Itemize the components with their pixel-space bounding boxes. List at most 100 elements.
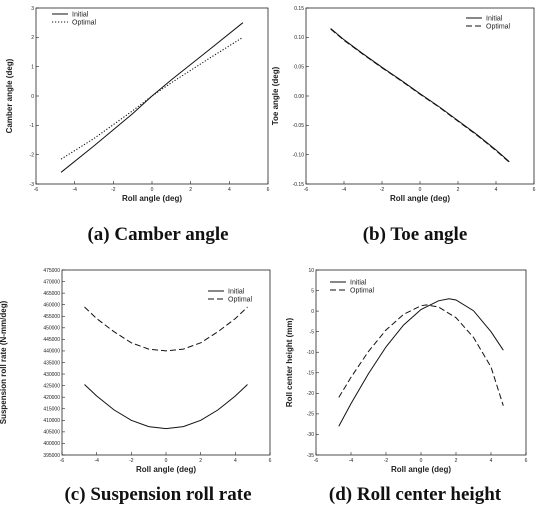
chart-a-y-tick-label: 3	[31, 6, 34, 12]
chart-c-y-tick-label: 435000	[43, 360, 60, 366]
chart-b-x-tick-label: 4	[495, 187, 498, 193]
chart-b-y-tick-label: -0.10	[293, 152, 305, 158]
chart-b-x-tick-label: -2	[380, 187, 385, 193]
chart-c-y-tick-label: 455000	[43, 314, 60, 320]
chart-d-series-initial-line	[338, 298, 504, 427]
chart-c-y-tick-label: 395000	[43, 453, 60, 459]
chart-c-y-tick-label: 440000	[43, 349, 60, 355]
chart-c-y-tick-label: 415000	[43, 407, 60, 413]
chart-c-x-tick-label: 2	[199, 458, 202, 464]
chart-b-y-tick-label: -0.15	[293, 182, 305, 188]
chart-d-y-tick-label: -25	[307, 412, 314, 418]
chart-a-x-tick-label: -4	[72, 187, 77, 193]
chart-a-y-tick-label: 0	[31, 94, 34, 100]
chart-d-series-optimal-line	[338, 304, 504, 406]
chart-d-x-axis-label: Roll angle (deg)	[391, 465, 451, 474]
chart-c-y-tick-label: 405000	[43, 430, 60, 436]
caption-a: (a) Camber angle	[87, 224, 229, 245]
chart-b-legend-label-initial: Initial	[486, 15, 503, 22]
chart-b-x-tick-label: -6	[304, 187, 309, 193]
caption-c: (c) Suspension roll rate	[64, 484, 252, 505]
chart-d-x-tick-label: 4	[490, 458, 493, 464]
caption-d: (d) Roll center height	[328, 484, 502, 505]
chart-d-y-tick-label: 10	[308, 268, 314, 274]
chart-a: -6 -4 -2 0 2 4 6 -3 -2 -1 0 1 2 3 Roll angle (deg) Camb…	[5, 6, 270, 203]
chart-c-x-tick-label: 4	[234, 458, 237, 464]
chart-d-x-tick-label: -2	[384, 458, 389, 464]
chart-a-y-axis-label: Camber angle (deg)	[5, 58, 14, 133]
chart-b-x-tick-label: -4	[342, 187, 347, 193]
chart-b: -6 -4 -2 0 2 4 6 -0.15 -0.10 -0.05 0.00 0.05 0.10 0.1…	[271, 6, 536, 203]
chart-c-y-tick-label: 465000	[43, 291, 60, 297]
chart-c-y-tick-label: 400000	[43, 441, 60, 447]
chart-a-y-tick-label: -2	[30, 152, 35, 158]
chart-a-x-tick-label: -6	[34, 187, 39, 193]
chart-d-x-tick-label: -4	[349, 458, 354, 464]
chart-a-x-tick-label: 6	[267, 187, 270, 193]
chart-b-y-tick-label: 0.05	[294, 64, 304, 70]
chart-d-x-tick-label: -6	[314, 458, 319, 464]
chart-c-y-tick-label: 460000	[43, 302, 60, 308]
chart-b-y-tick-label: 0.15	[294, 6, 304, 12]
chart-a-series-optimal-line	[60, 36, 244, 160]
chart-d-y-tick-label: -20	[307, 391, 314, 397]
chart-c-x-tick-label: 6	[269, 458, 272, 464]
chart-c-series-initial-line	[84, 384, 248, 430]
chart-d-y-tick-label: -15	[307, 371, 314, 377]
chart-c-y-tick-label: 430000	[43, 372, 60, 378]
chart-d-y-axis-label: Roll center height (mm)	[285, 317, 294, 407]
chart-c-y-tick-label: 450000	[43, 326, 60, 332]
chart-a-x-tick-label: 2	[189, 187, 192, 193]
chart-b-x-tick-label: 0	[419, 187, 422, 193]
chart-c-y-tick-label: 475000	[43, 268, 60, 274]
chart-d-x-tick-label: 0	[420, 458, 423, 464]
chart-c-x-tick-label: -2	[129, 458, 134, 464]
chart-b-x-tick-label: 6	[533, 187, 536, 193]
chart-b-legend-label-optimal: Optimal	[486, 23, 511, 30]
chart-b-plot-frame	[305, 7, 535, 185]
chart-d-legend-label-optimal: Optimal	[350, 287, 375, 294]
chart-c-series-optimal-line	[84, 306, 248, 352]
chart-c-x-tick-label: -6	[60, 458, 65, 464]
chart-d-plot-frame	[315, 269, 527, 456]
chart-a-y-tick-label: 2	[31, 35, 34, 41]
chart-c-y-tick-label: 470000	[43, 279, 60, 285]
chart-c-legend-label-initial: Initial	[228, 288, 245, 295]
chart-a-x-tick-label: 0	[151, 187, 154, 193]
chart-a-series-initial-line	[60, 22, 244, 173]
chart-b-series-optimal-line	[330, 28, 510, 163]
chart-c-legend-label-optimal: Optimal	[228, 296, 253, 303]
chart-d-y-tick-label: -10	[307, 350, 314, 356]
chart-a-x-tick-label: 4	[228, 187, 231, 193]
chart-c-y-tick-label: 410000	[43, 418, 60, 424]
chart-a-legend-label-initial: Initial	[72, 11, 89, 18]
chart-c-x-tick-label: -4	[94, 458, 99, 464]
chart-c-x-tick-label: 0	[165, 458, 168, 464]
chart-d-x-tick-label: 2	[455, 458, 458, 464]
chart-b-y-tick-label: 0.10	[294, 35, 304, 41]
chart-d-x-tick-label: 6	[525, 458, 528, 464]
chart-c-y-tick-label: 420000	[43, 395, 60, 401]
chart-c-y-axis-label: Suspension roll rate (N-mm/deg)	[0, 300, 8, 424]
chart-d-legend-label-initial: Initial	[350, 279, 367, 286]
chart-a-x-axis-label: Roll angle (deg)	[122, 194, 182, 203]
chart-b-y-tick-label: -0.05	[293, 123, 305, 129]
chart-a-x-tick-label: -2	[111, 187, 116, 193]
chart-c-y-tick-label: 445000	[43, 337, 60, 343]
chart-b-y-tick-label: 0.00	[294, 94, 304, 100]
chart-c-x-axis-label: Roll angle (deg)	[136, 465, 196, 474]
chart-d-y-tick-label: -35	[307, 453, 314, 459]
chart-b-y-axis-label: Toe angle (deg)	[271, 66, 280, 125]
chart-b-series-initial-line	[330, 28, 510, 163]
chart-a-legend-label-optimal: Optimal	[72, 19, 97, 26]
caption-b: (b) Toe angle	[362, 224, 468, 245]
chart-d-y-tick-label: 0	[311, 309, 314, 315]
chart-a-y-tick-label: -3	[30, 182, 35, 188]
chart-c: -6 -4 -2 0 2 4 6 395000 400000 405000 410000 415000…	[0, 268, 272, 474]
chart-c-y-tick-label: 425000	[43, 383, 60, 389]
chart-d-y-tick-label: -5	[310, 329, 315, 335]
chart-b-x-tick-label: 2	[457, 187, 460, 193]
chart-a-y-tick-label: 1	[31, 64, 34, 70]
